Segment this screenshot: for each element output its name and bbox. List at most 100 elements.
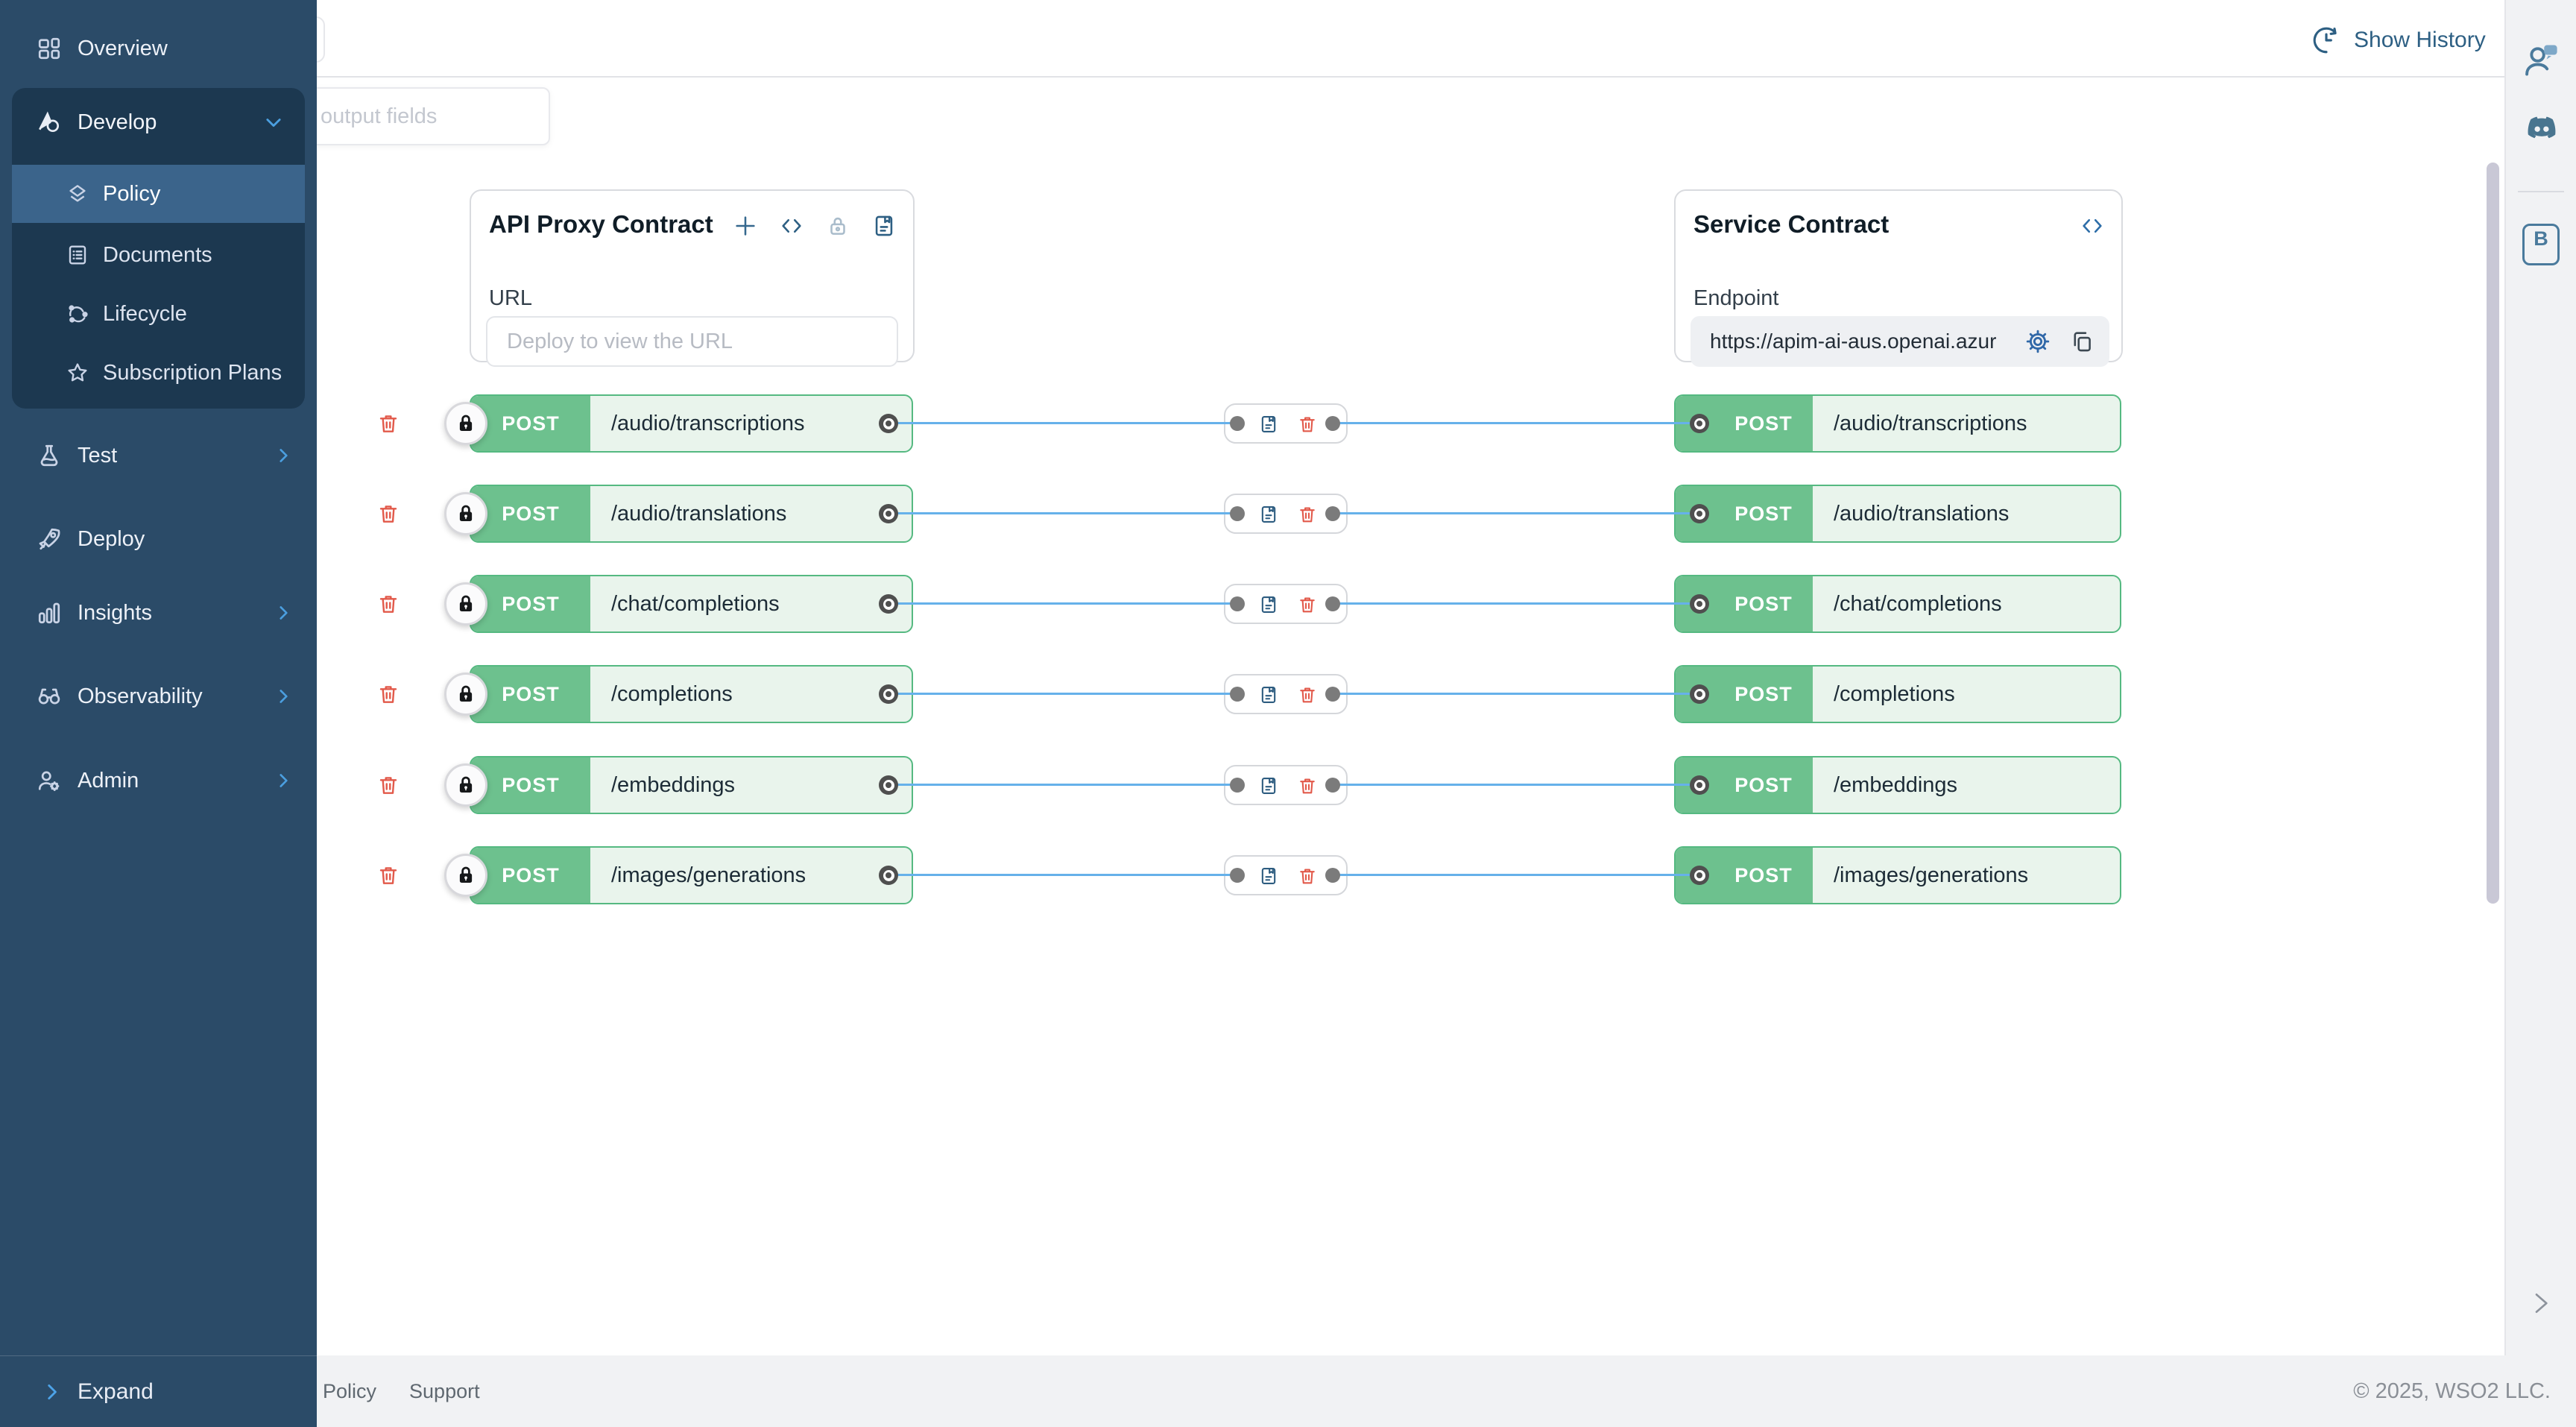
- code-icon[interactable]: [2080, 213, 2105, 239]
- proxy-out-port[interactable]: [879, 775, 898, 795]
- lock-icon[interactable]: [825, 213, 850, 239]
- proxy-out-port[interactable]: [879, 414, 898, 433]
- pill-out-port[interactable]: [1325, 596, 1340, 611]
- code-icon[interactable]: [779, 213, 804, 239]
- sidebar: Overview Develop: [0, 0, 317, 1427]
- resource-path: /images/generations: [611, 863, 806, 887]
- proxy-out-port[interactable]: [879, 504, 898, 523]
- sidebar-item-overview[interactable]: Overview: [0, 15, 317, 82]
- pill-out-port[interactable]: [1325, 687, 1340, 702]
- feedback-person-icon[interactable]: [2522, 40, 2561, 79]
- connection-line: [888, 784, 1237, 786]
- proxy-out-port[interactable]: [879, 684, 898, 704]
- sidebar-item-documents[interactable]: Documents: [12, 229, 305, 281]
- service-in-port[interactable]: [1690, 504, 1709, 523]
- proxy-out-port[interactable]: [879, 594, 898, 614]
- delete-mapping-icon[interactable]: [1297, 684, 1318, 705]
- pill-in-port[interactable]: [1230, 778, 1245, 793]
- sidebar-item-policy[interactable]: Policy: [12, 165, 305, 223]
- delete-mapping-icon[interactable]: [1297, 414, 1318, 435]
- sidebar-item-test[interactable]: Test: [0, 422, 317, 489]
- security-lock-badge[interactable]: [444, 763, 487, 807]
- pill-in-port[interactable]: [1230, 687, 1245, 702]
- policy-attach-icon[interactable]: [1258, 775, 1279, 796]
- pill-out-port[interactable]: [1325, 416, 1340, 431]
- develop-icon: [36, 109, 63, 136]
- show-history-button[interactable]: Show History: [2311, 19, 2486, 61]
- policy-attach-icon[interactable]: [1258, 866, 1279, 886]
- security-lock-badge[interactable]: [444, 492, 487, 535]
- endpoint-row: POST /completions POST /completions: [0, 664, 2576, 724]
- delete-mapping-icon[interactable]: [1297, 504, 1318, 525]
- header-divider: [317, 76, 2504, 78]
- service-in-port[interactable]: [1690, 594, 1709, 614]
- pill-out-port[interactable]: [1325, 506, 1340, 521]
- sidebar-item-label: Admin: [78, 768, 139, 793]
- sidebar-item-label: Policy: [103, 181, 161, 206]
- security-lock-badge[interactable]: [444, 854, 487, 897]
- bar-chart-icon: [36, 599, 63, 626]
- copy-icon[interactable]: [2069, 329, 2094, 354]
- pill-in-port[interactable]: [1230, 868, 1245, 883]
- service-in-port[interactable]: [1690, 684, 1709, 704]
- security-lock-badge[interactable]: [444, 582, 487, 626]
- pill-out-port[interactable]: [1325, 778, 1340, 793]
- docs-icon[interactable]: B: [2522, 224, 2560, 265]
- pill-in-port[interactable]: [1230, 506, 1245, 521]
- sidebar-item-label: Test: [78, 443, 118, 467]
- proxy-out-port[interactable]: [879, 866, 898, 885]
- footer-link-support[interactable]: Support: [409, 1379, 480, 1402]
- footer-link-policy[interactable]: Policy: [323, 1379, 377, 1402]
- endpoint-value-field[interactable]: https://apim-ai-aus.openai.azur: [1690, 316, 2109, 367]
- delete-resource-icon[interactable]: [376, 412, 400, 435]
- sidebar-item-subscription-plans[interactable]: Subscription Plans: [12, 347, 305, 399]
- sidebar-item-develop[interactable]: Develop: [12, 88, 305, 157]
- policy-attach-icon[interactable]: [1258, 684, 1279, 705]
- service-in-port[interactable]: [1690, 775, 1709, 795]
- delete-resource-icon[interactable]: [376, 773, 400, 797]
- gear-icon[interactable]: [2024, 328, 2051, 355]
- proxy-endpoint-node: POST /audio/transcriptions: [470, 394, 913, 453]
- delete-resource-icon[interactable]: [376, 682, 400, 706]
- connection-line: [1333, 784, 1701, 786]
- security-lock-badge[interactable]: [444, 672, 487, 716]
- vertical-scrollbar[interactable]: [2487, 163, 2499, 904]
- pill-in-port[interactable]: [1230, 416, 1245, 431]
- document-icon: [66, 243, 89, 267]
- flask-icon: [36, 442, 63, 469]
- connection-line: [888, 422, 1237, 424]
- proxy-url-input[interactable]: [486, 316, 898, 367]
- service-in-port[interactable]: [1690, 866, 1709, 885]
- sidebar-expand-button[interactable]: Expand: [0, 1355, 317, 1427]
- proxy-endpoint-node: POST /embeddings: [470, 756, 913, 814]
- sidebar-item-admin[interactable]: Admin: [0, 747, 317, 814]
- pill-in-port[interactable]: [1230, 596, 1245, 611]
- service-in-port[interactable]: [1690, 414, 1709, 433]
- sidebar-item-lifecycle[interactable]: Lifecycle: [12, 288, 305, 340]
- sidebar-item-observability[interactable]: Observability: [0, 663, 317, 730]
- sidebar-item-insights[interactable]: Insights: [0, 579, 317, 646]
- delete-resource-icon[interactable]: [376, 592, 400, 616]
- connection-line: [1333, 422, 1701, 424]
- sidebar-item-deploy[interactable]: Deploy: [0, 505, 317, 573]
- policy-attach-icon[interactable]: [1258, 414, 1279, 435]
- admin-gear-icon: [36, 767, 63, 794]
- delete-resource-icon[interactable]: [376, 863, 400, 887]
- policy-attach-icon[interactable]: [1258, 504, 1279, 525]
- pill-out-port[interactable]: [1325, 868, 1340, 883]
- resource-path: /audio/transcriptions: [1834, 411, 2027, 435]
- service-endpoint-node: POST /embeddings: [1674, 756, 2121, 814]
- spec-clipboard-icon[interactable]: [871, 213, 897, 239]
- add-resource-icon[interactable]: [733, 213, 758, 239]
- delete-mapping-icon[interactable]: [1297, 775, 1318, 796]
- discord-icon[interactable]: [2522, 110, 2561, 149]
- policy-attach-icon[interactable]: [1258, 594, 1279, 615]
- binoculars-icon: [36, 683, 63, 710]
- delete-resource-icon[interactable]: [376, 502, 400, 526]
- resource-path: /completions: [611, 681, 733, 706]
- security-lock-badge[interactable]: [444, 402, 487, 445]
- delete-mapping-icon[interactable]: [1297, 594, 1318, 615]
- delete-mapping-icon[interactable]: [1297, 866, 1318, 886]
- collapse-panel-chevron-icon[interactable]: [2525, 1288, 2555, 1321]
